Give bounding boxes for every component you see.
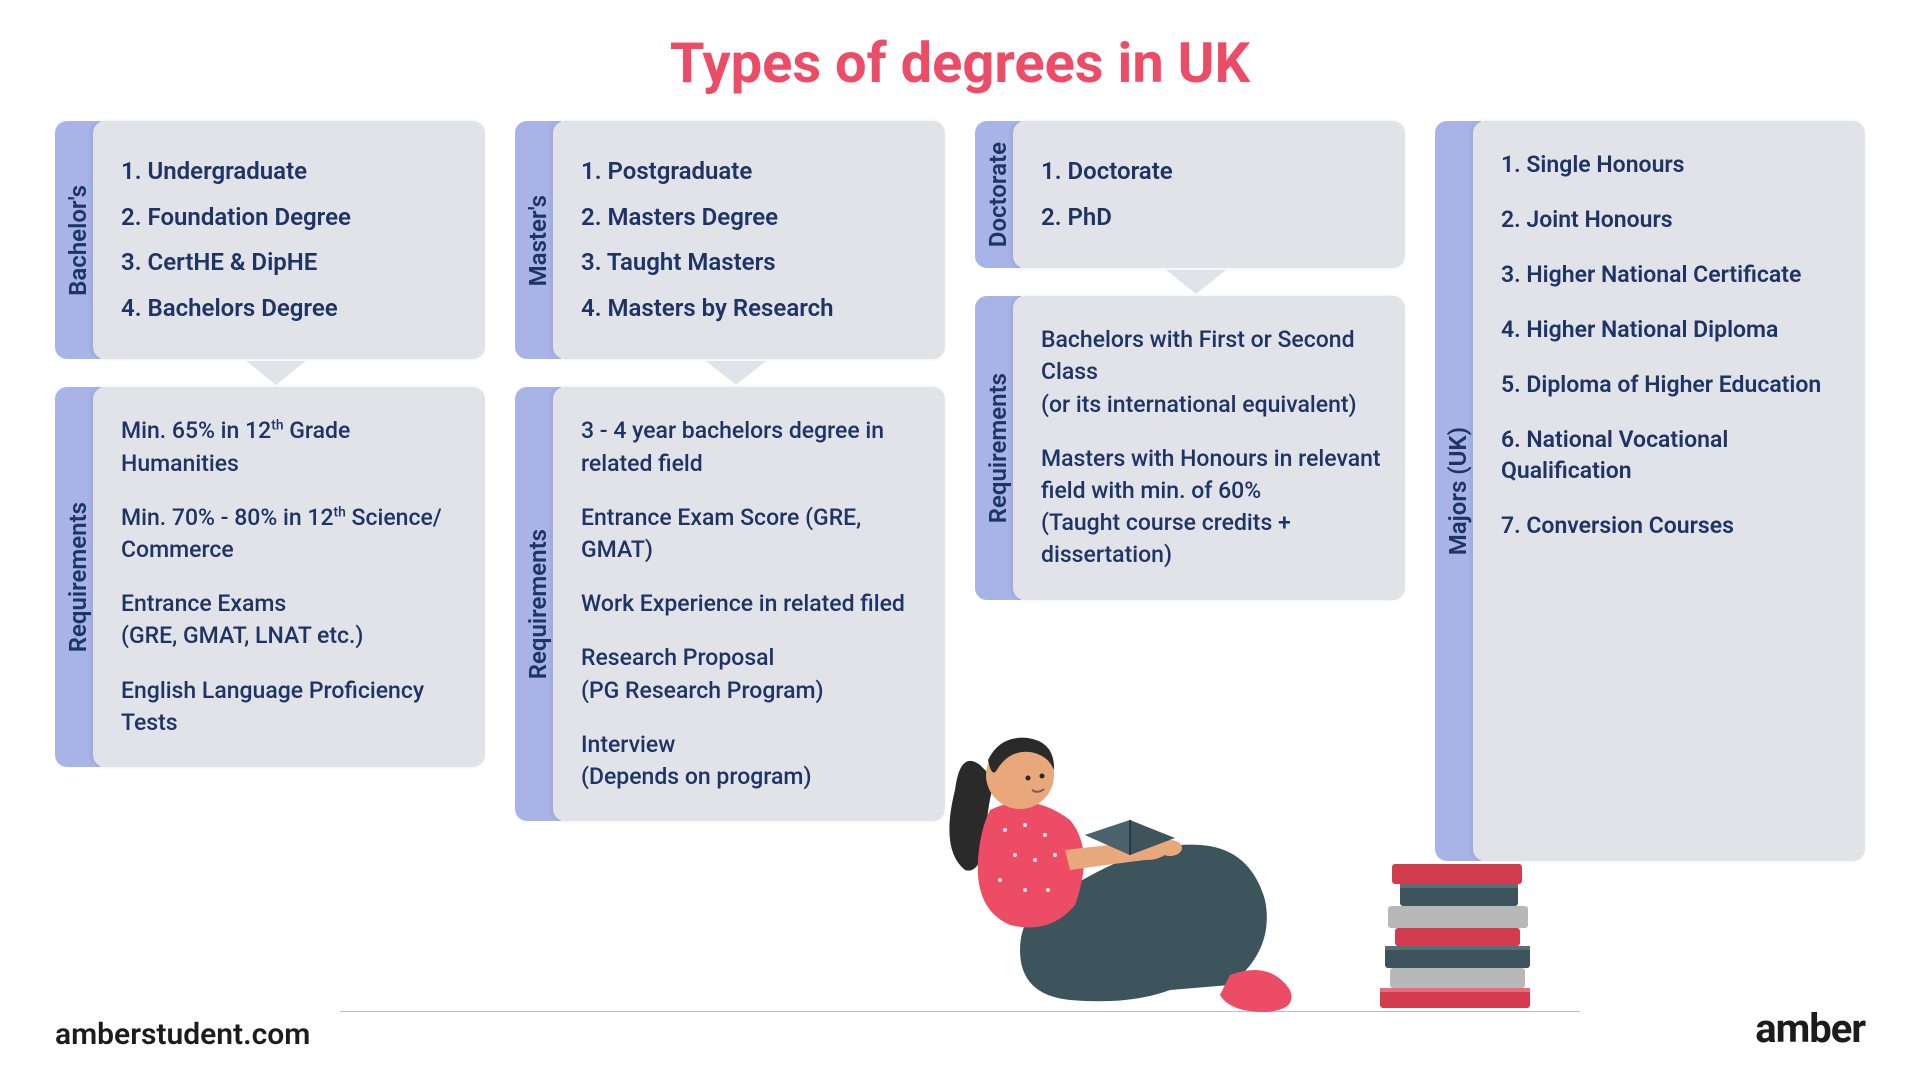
column-doctorate: Doctorate 1. Doctorate 2. PhD Requiremen… [975, 121, 1405, 600]
footer: amberstudent.com amber [55, 1005, 1865, 1052]
card-bachelors-types: Bachelor's 1. Undergraduate 2. Foundatio… [55, 121, 485, 359]
tab-label: Majors (UK) [1444, 427, 1472, 555]
brand-logo-text: amber [1755, 1005, 1865, 1052]
list-item: 1. Single Honours [1501, 149, 1841, 180]
list-item: 1. Undergraduate [121, 149, 461, 195]
list-item: 4. Higher National Diploma [1501, 314, 1841, 345]
req-item: Masters with Honours in relevant field w… [1041, 443, 1381, 572]
card-masters-types: Master's 1. Postgraduate 2. Masters Degr… [515, 121, 945, 359]
req-item: Bachelors with First or Second Class(or … [1041, 324, 1381, 421]
column-masters: Master's 1. Postgraduate 2. Masters Degr… [515, 121, 945, 821]
card-majors: Majors (UK) 1. Single Honours 2. Joint H… [1435, 121, 1865, 861]
req-item: Min. 65% in 12th Grade Humanities [121, 415, 461, 479]
website-url: amberstudent.com [55, 1017, 310, 1052]
panel-majors: 1. Single Honours 2. Joint Honours 3. Hi… [1473, 121, 1865, 861]
list-item: 4. Masters by Research [581, 286, 921, 332]
panel-bachelors-req: Min. 65% in 12th Grade Humanities Min. 7… [93, 387, 485, 767]
tab-label: Master's [524, 195, 552, 286]
column-majors: Majors (UK) 1. Single Honours 2. Joint H… [1435, 121, 1865, 861]
req-item: 3 - 4 year bachelors degree in related f… [581, 415, 921, 479]
list-item: 3. Taught Masters [581, 240, 921, 286]
req-item: Min. 70% - 80% in 12th Science/ Commerce [121, 502, 461, 566]
columns-container: Bachelor's 1. Undergraduate 2. Foundatio… [0, 121, 1920, 861]
req-item: Interview(Depends on program) [581, 729, 921, 793]
list-item: 7. Conversion Courses [1501, 510, 1841, 541]
panel-masters-types: 1. Postgraduate 2. Masters Degree 3. Tau… [553, 121, 945, 359]
list-item: 2. Joint Honours [1501, 204, 1841, 235]
list-item: 1. Postgraduate [581, 149, 921, 195]
tab-label: Bachelor's [64, 185, 92, 296]
panel-masters-req: 3 - 4 year bachelors degree in related f… [553, 387, 945, 821]
list-item: 5. Diploma of Higher Education [1501, 369, 1841, 400]
list-item: 3. Higher National Certificate [1501, 259, 1841, 290]
card-doctorate-req: Requirements Bachelors with First or Sec… [975, 296, 1405, 599]
tab-label: Requirements [524, 529, 552, 679]
list-item: 4. Bachelors Degree [121, 286, 461, 332]
page-title: Types of degrees in UK [0, 0, 1920, 121]
card-doctorate-types: Doctorate 1. Doctorate 2. PhD [975, 121, 1405, 268]
list-item: 1. Doctorate [1041, 149, 1381, 195]
list-item: 6. National Vocational Qualification [1501, 424, 1841, 486]
req-item: Entrance Exams(GRE, GMAT, LNAT etc.) [121, 588, 461, 652]
panel-doctorate-types: 1. Doctorate 2. PhD [1013, 121, 1405, 268]
tab-label: Doctorate [984, 142, 1012, 247]
req-item: Work Experience in related filed [581, 588, 921, 620]
card-masters-req: Requirements 3 - 4 year bachelors degree… [515, 387, 945, 821]
req-item: Research Proposal(PG Research Program) [581, 642, 921, 706]
tab-label: Requirements [64, 502, 92, 652]
card-bachelors-req: Requirements Min. 65% in 12th Grade Huma… [55, 387, 485, 767]
req-item: Entrance Exam Score (GRE, GMAT) [581, 502, 921, 566]
list-item: 3. CertHE & DipHE [121, 240, 461, 286]
list-item: 2. Foundation Degree [121, 195, 461, 241]
list-item: 2. Masters Degree [581, 195, 921, 241]
illustration-book-stack [1360, 850, 1550, 1020]
tab-label: Requirements [984, 373, 1012, 523]
list-item: 2. PhD [1041, 195, 1381, 241]
panel-doctorate-req: Bachelors with First or Second Class(or … [1013, 296, 1405, 599]
column-bachelors: Bachelor's 1. Undergraduate 2. Foundatio… [55, 121, 485, 767]
req-item: English Language Proficiency Tests [121, 675, 461, 739]
panel-bachelors-types: 1. Undergraduate 2. Foundation Degree 3.… [93, 121, 485, 359]
